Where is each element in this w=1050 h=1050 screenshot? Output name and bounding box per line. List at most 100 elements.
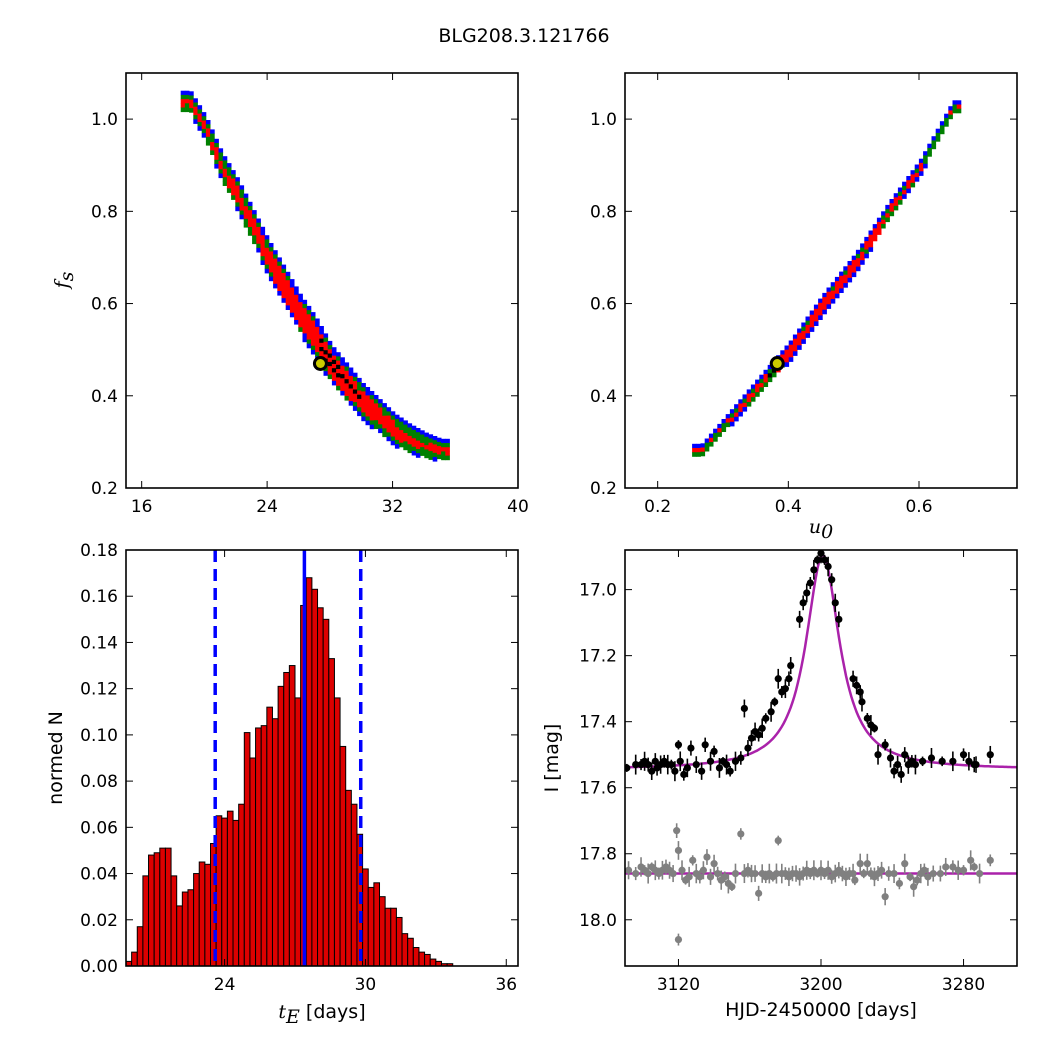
density-cell-red — [210, 142, 215, 147]
density-cell-green — [218, 169, 224, 174]
best-fit-marker — [315, 359, 325, 368]
density-cell-green — [222, 164, 228, 170]
density-cell-red — [399, 438, 404, 444]
density-cell-red — [420, 442, 425, 448]
histogram-bar — [271, 718, 279, 967]
density-cell-red — [281, 289, 287, 295]
density-cell-blue — [708, 433, 714, 439]
density-cell-red — [252, 222, 257, 228]
y-tick-label: 1.0 — [590, 110, 617, 130]
density-cell-blue — [193, 98, 198, 103]
density-cell-green — [235, 202, 240, 207]
density-cell-black — [767, 373, 773, 378]
density-cell-blue — [357, 377, 362, 383]
density-cell-red — [214, 147, 219, 152]
density-cell-green — [910, 182, 916, 188]
data-point — [924, 873, 932, 881]
density-cell-blue — [445, 438, 450, 444]
density-cell-red — [692, 448, 697, 453]
density-cell-blue — [386, 436, 392, 442]
density-cell-black — [771, 368, 777, 374]
density-cell-red — [315, 339, 320, 345]
density-cell-red — [914, 172, 920, 178]
density-cell-blue — [826, 287, 832, 293]
density-cell-red — [826, 300, 832, 305]
density-cell-green — [369, 420, 375, 425]
density-cell-red — [906, 180, 911, 185]
density-cell-green — [256, 222, 261, 228]
density-cell-red — [336, 377, 341, 382]
density-cell-red — [289, 304, 295, 309]
plot-area — [625, 550, 1017, 946]
density-cell-blue — [210, 129, 215, 134]
histogram-bar — [401, 933, 409, 967]
density-cell-blue — [260, 260, 266, 265]
data-point — [692, 761, 700, 769]
density-cell-green — [394, 423, 400, 428]
data-point — [680, 770, 688, 779]
density-cell-blue — [306, 343, 312, 349]
density-cell-blue — [902, 181, 907, 187]
density-cell-red — [218, 165, 224, 170]
density-cell-blue — [420, 430, 425, 435]
density-cell-green — [420, 451, 425, 456]
density-cell-red — [365, 412, 371, 417]
histogram-bar — [333, 697, 341, 967]
density-cell-red — [310, 333, 316, 338]
histogram-bar — [249, 757, 257, 967]
data-point — [632, 761, 640, 769]
density-cell-green — [713, 432, 718, 438]
data-point — [774, 836, 782, 845]
density-cell-green — [327, 374, 333, 380]
data-point — [881, 741, 889, 749]
density-cell-blue — [348, 367, 354, 373]
data-point — [728, 883, 736, 891]
density-cell-blue — [411, 425, 417, 431]
density-cell-red — [763, 378, 769, 383]
density-cell-green — [948, 114, 953, 120]
density-cell-green — [734, 408, 739, 413]
density-cell-red — [281, 277, 287, 282]
density-cell-green — [378, 424, 383, 429]
density-cell-blue — [260, 226, 266, 232]
density-cell-blue — [923, 151, 928, 156]
density-cell-red — [201, 120, 207, 126]
density-cell-green — [692, 452, 697, 457]
histogram-bar — [317, 607, 324, 967]
density-cell-black — [348, 384, 354, 389]
data-point — [787, 661, 795, 670]
data-point — [910, 883, 918, 891]
density-cell-red — [344, 375, 350, 380]
density-cell-red — [902, 190, 907, 195]
density-cell-blue — [247, 201, 253, 207]
density-cell-red — [298, 323, 303, 328]
density-cell-green — [428, 455, 434, 460]
density-cell-red — [365, 399, 371, 405]
density-cell-red — [344, 383, 350, 388]
density-cell-blue — [357, 411, 362, 417]
density-cell-red — [239, 197, 245, 203]
density-cell-black — [319, 347, 324, 352]
density-cell-blue — [738, 411, 743, 417]
y-tick-label: 17.2 — [579, 647, 617, 667]
density-cell-red — [315, 335, 320, 340]
histogram-bar — [153, 852, 161, 967]
density-cell-red — [826, 291, 832, 297]
density-cell-green — [298, 327, 303, 332]
data-point — [762, 714, 770, 722]
density-cell-blue — [415, 428, 421, 433]
density-cell-blue — [285, 305, 291, 310]
density-cell-red — [428, 442, 434, 448]
density-cell-red — [403, 433, 408, 438]
density-cell-red — [813, 317, 819, 322]
y-tick-label: 0.00 — [80, 957, 118, 977]
density-cell-green — [205, 141, 211, 146]
density-cell-green — [247, 206, 253, 211]
density-cell-red — [830, 290, 836, 296]
density-cell-blue — [256, 247, 261, 253]
density-cell-green — [403, 445, 408, 451]
density-cell-blue — [340, 390, 345, 396]
density-cell-blue — [294, 286, 299, 291]
y-tick-label: 17.4 — [579, 713, 617, 733]
data-point — [920, 866, 928, 874]
